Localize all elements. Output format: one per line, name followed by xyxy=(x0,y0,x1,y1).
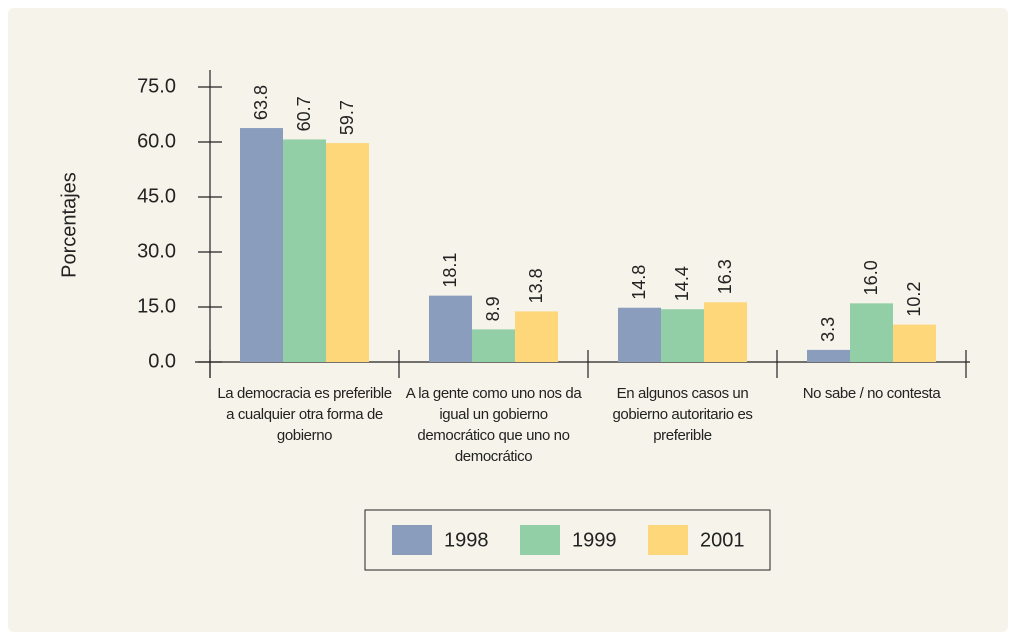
value-label: 18.1 xyxy=(440,253,460,288)
bar xyxy=(893,324,936,362)
legend-swatch xyxy=(648,525,688,555)
y-tick-label: 45.0 xyxy=(137,185,176,207)
value-label: 16.3 xyxy=(715,259,735,294)
x-tick-label: No sabe / no contesta xyxy=(802,385,941,402)
bar xyxy=(661,309,704,362)
x-tick-label: La democracia es preferible a cualquier … xyxy=(217,385,392,444)
value-label: 14.4 xyxy=(672,266,692,301)
value-label: 14.8 xyxy=(629,265,649,300)
legend-box xyxy=(364,509,771,571)
bar xyxy=(704,302,747,362)
value-label: 13.8 xyxy=(526,268,546,303)
value-label: 8.9 xyxy=(483,296,503,321)
value-label: 16.0 xyxy=(861,260,881,295)
legend-label: 1999 xyxy=(572,529,617,551)
bar xyxy=(807,349,850,362)
bar xyxy=(429,295,472,362)
y-tick-label: 75.0 xyxy=(137,75,176,97)
bar xyxy=(618,307,661,362)
bar xyxy=(472,329,515,362)
legend-swatch xyxy=(520,525,560,555)
x-tick-label: En algunos casos un gobierno autoritario… xyxy=(612,385,753,444)
value-label: 59.7 xyxy=(337,100,357,135)
y-tick-label: 60.0 xyxy=(137,130,176,152)
y-tick-label: 0.0 xyxy=(148,350,176,372)
bar xyxy=(515,311,558,362)
bar xyxy=(850,303,893,362)
value-label: 3.3 xyxy=(818,317,838,342)
value-label: 63.8 xyxy=(251,85,271,120)
y-axis-label: Porcentajes xyxy=(58,172,80,278)
x-tick-label: A la gente como uno nos da igual un gobi… xyxy=(405,385,582,465)
value-label: 10.2 xyxy=(904,282,924,317)
y-tick-label: 15.0 xyxy=(137,295,176,317)
legend-swatch xyxy=(392,525,432,555)
panel xyxy=(8,8,1008,632)
bar xyxy=(240,128,283,362)
legend-label: 2001 xyxy=(700,529,745,551)
legend-label: 1998 xyxy=(444,529,489,551)
y-tick-label: 30.0 xyxy=(137,240,176,262)
value-label: 60.7 xyxy=(294,96,314,131)
bar xyxy=(326,143,369,362)
bar xyxy=(283,139,326,362)
